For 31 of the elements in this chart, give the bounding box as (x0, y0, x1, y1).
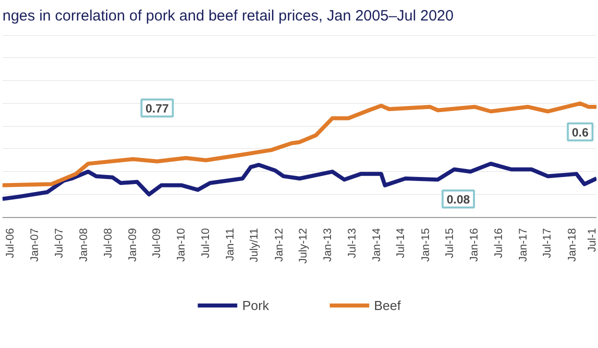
legend-label: Beef (374, 298, 401, 312)
chart-title: nges in correlation of pork and beef retail prices, Jan 2005–Jul 2020 (2, 8, 454, 24)
x-tick-label: Jul-17 (542, 228, 554, 258)
x-tick-label: Jan-16 (468, 228, 481, 262)
x-tick-label: Jul-15 (444, 228, 456, 258)
annotation: 0.08 (446, 192, 470, 206)
annotation: 0.6 (572, 125, 589, 140)
x-tick-label: Jan-14 (371, 228, 384, 262)
legend-label: Pork (242, 298, 269, 312)
x-tick-label: Jul-09 (151, 228, 164, 258)
x-tick-label: Jul-10 (200, 228, 212, 258)
x-tick-label: Jan-08 (78, 228, 90, 262)
x-tick-label: Jan-17 (518, 228, 530, 262)
x-tick-label: Jul-16 (492, 228, 505, 258)
x-tick-label: Jan-18 (566, 228, 578, 262)
x-tick-label: July-12 (298, 228, 310, 264)
x-tick-label: Jul-1 (586, 228, 598, 252)
x-tick-label: Jul-08 (102, 228, 114, 258)
x-tick-label: Jan-15 (420, 228, 432, 262)
x-tick-label: Jan-07 (29, 228, 42, 262)
x-tick-label: Jan-12 (273, 228, 286, 262)
x-tick-label: Jul-06 (4, 228, 17, 258)
x-tick-label: Jan-10 (176, 228, 188, 262)
x-tick-label: Jan-11 (224, 228, 237, 261)
x-tick-label: Jul-14 (395, 228, 408, 258)
x-tick-label: Jan-09 (126, 228, 139, 262)
x-tick-label: Jul-13 (346, 228, 358, 258)
x-tick-label: Jul-07 (53, 228, 66, 258)
annotation: 0.77 (145, 101, 170, 116)
x-tick-label: July/11 (248, 228, 261, 262)
x-tick-label: Jan-13 (322, 228, 334, 262)
